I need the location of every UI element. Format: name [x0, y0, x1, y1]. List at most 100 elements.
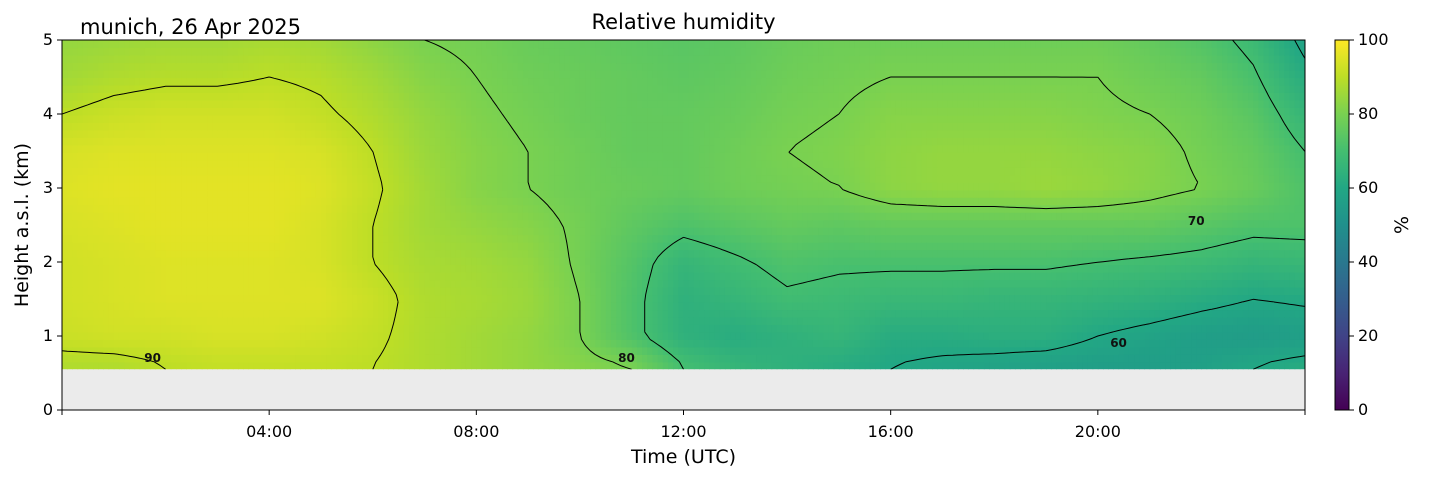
heat-cell [1087, 272, 1094, 281]
heat-cell [693, 264, 700, 273]
heat-cell [181, 354, 187, 363]
heat-cell [201, 331, 208, 340]
heat-cell [538, 219, 545, 228]
heat-cell [1046, 346, 1052, 355]
heat-cell [885, 264, 892, 273]
heat-cell [1134, 234, 1140, 243]
heat-cell [978, 257, 985, 266]
heat-cell [93, 219, 99, 228]
heat-cell [828, 264, 835, 273]
heat-cell [326, 316, 332, 325]
heat-cell [67, 354, 73, 363]
heat-cell [1248, 279, 1254, 288]
heat-cell [1051, 301, 1057, 311]
heat-cell [740, 264, 747, 273]
heat-cell [331, 301, 338, 311]
heat-cell [295, 339, 301, 348]
heat-cell [714, 294, 721, 303]
heat-cell [1170, 286, 1177, 296]
heat-cell [522, 272, 529, 281]
heat-cell [776, 309, 783, 318]
heat-cell [828, 249, 835, 258]
heat-cell [699, 294, 705, 303]
heat-cell [320, 316, 327, 325]
heat-cell [77, 294, 84, 303]
heat-cell [1216, 301, 1223, 311]
heat-cell [1066, 242, 1073, 251]
heat-cell [93, 294, 99, 303]
heat-cell [761, 219, 767, 228]
heat-cell [916, 234, 923, 243]
heat-cell [398, 279, 405, 288]
heat-cell [1253, 316, 1259, 325]
heat-cell [787, 324, 793, 333]
heat-cell [1056, 324, 1063, 333]
heat-cell [305, 264, 312, 273]
heat-cell [978, 331, 985, 340]
heat-cell [434, 227, 441, 236]
heat-cell [647, 212, 654, 221]
heat-cell [652, 346, 659, 355]
heat-cell [175, 234, 182, 243]
heat-cell [274, 301, 281, 311]
heat-cell [548, 212, 555, 221]
heat-cell [605, 234, 612, 243]
heat-cell [77, 286, 84, 296]
heat-cell [735, 294, 742, 303]
heat-cell [756, 316, 762, 325]
heat-cell [258, 242, 265, 251]
heat-cell [398, 294, 405, 303]
heat-cell [1159, 242, 1166, 251]
heat-cell [906, 264, 912, 273]
heat-cell [1051, 339, 1057, 348]
heat-cell [957, 324, 964, 333]
heat-cell [807, 219, 814, 228]
heat-cell [191, 324, 198, 333]
heat-cell [890, 242, 897, 251]
heat-cell [989, 219, 995, 228]
heat-cell [616, 219, 622, 228]
heat-cell [1196, 294, 1203, 303]
heat-cell [662, 227, 669, 236]
heat-cell [610, 294, 617, 303]
heat-cell [999, 294, 1006, 303]
heat-cell [1227, 324, 1234, 333]
heat-cell [921, 331, 928, 340]
heat-cell [1211, 279, 1218, 288]
heat-cell [1294, 346, 1301, 355]
heat-cell [875, 316, 881, 325]
heat-cell [605, 339, 612, 348]
heat-cell [1211, 219, 1218, 228]
heat-cell [1128, 272, 1135, 281]
heat-cell [543, 249, 550, 258]
heat-cell [144, 264, 151, 273]
heat-cell [807, 234, 814, 243]
heat-cell [248, 279, 255, 288]
heat-cell [352, 331, 358, 340]
heat-cell [1284, 242, 1291, 251]
heat-cell [481, 301, 488, 311]
heat-cell [284, 354, 291, 363]
heat-cell [103, 294, 110, 303]
heat-cell [1066, 286, 1073, 296]
heat-cell [196, 212, 203, 221]
heat-cell [724, 272, 731, 281]
heat-cell [118, 294, 125, 303]
heat-cell [419, 286, 426, 296]
heat-cell [916, 212, 923, 221]
heat-cell [538, 249, 545, 258]
heat-cell [377, 286, 384, 296]
heat-cell [554, 249, 560, 258]
heat-cell [838, 316, 845, 325]
heat-cell [564, 257, 571, 266]
heat-cell [792, 212, 799, 221]
heat-cell [160, 316, 167, 325]
heat-cell [72, 272, 79, 281]
heat-cell [497, 316, 503, 325]
heat-cell [1294, 227, 1301, 236]
heat-cell [517, 242, 524, 251]
heat-cell [823, 257, 830, 266]
heat-cell [419, 294, 426, 303]
heat-cell [1232, 286, 1239, 296]
heat-cell [895, 316, 902, 325]
